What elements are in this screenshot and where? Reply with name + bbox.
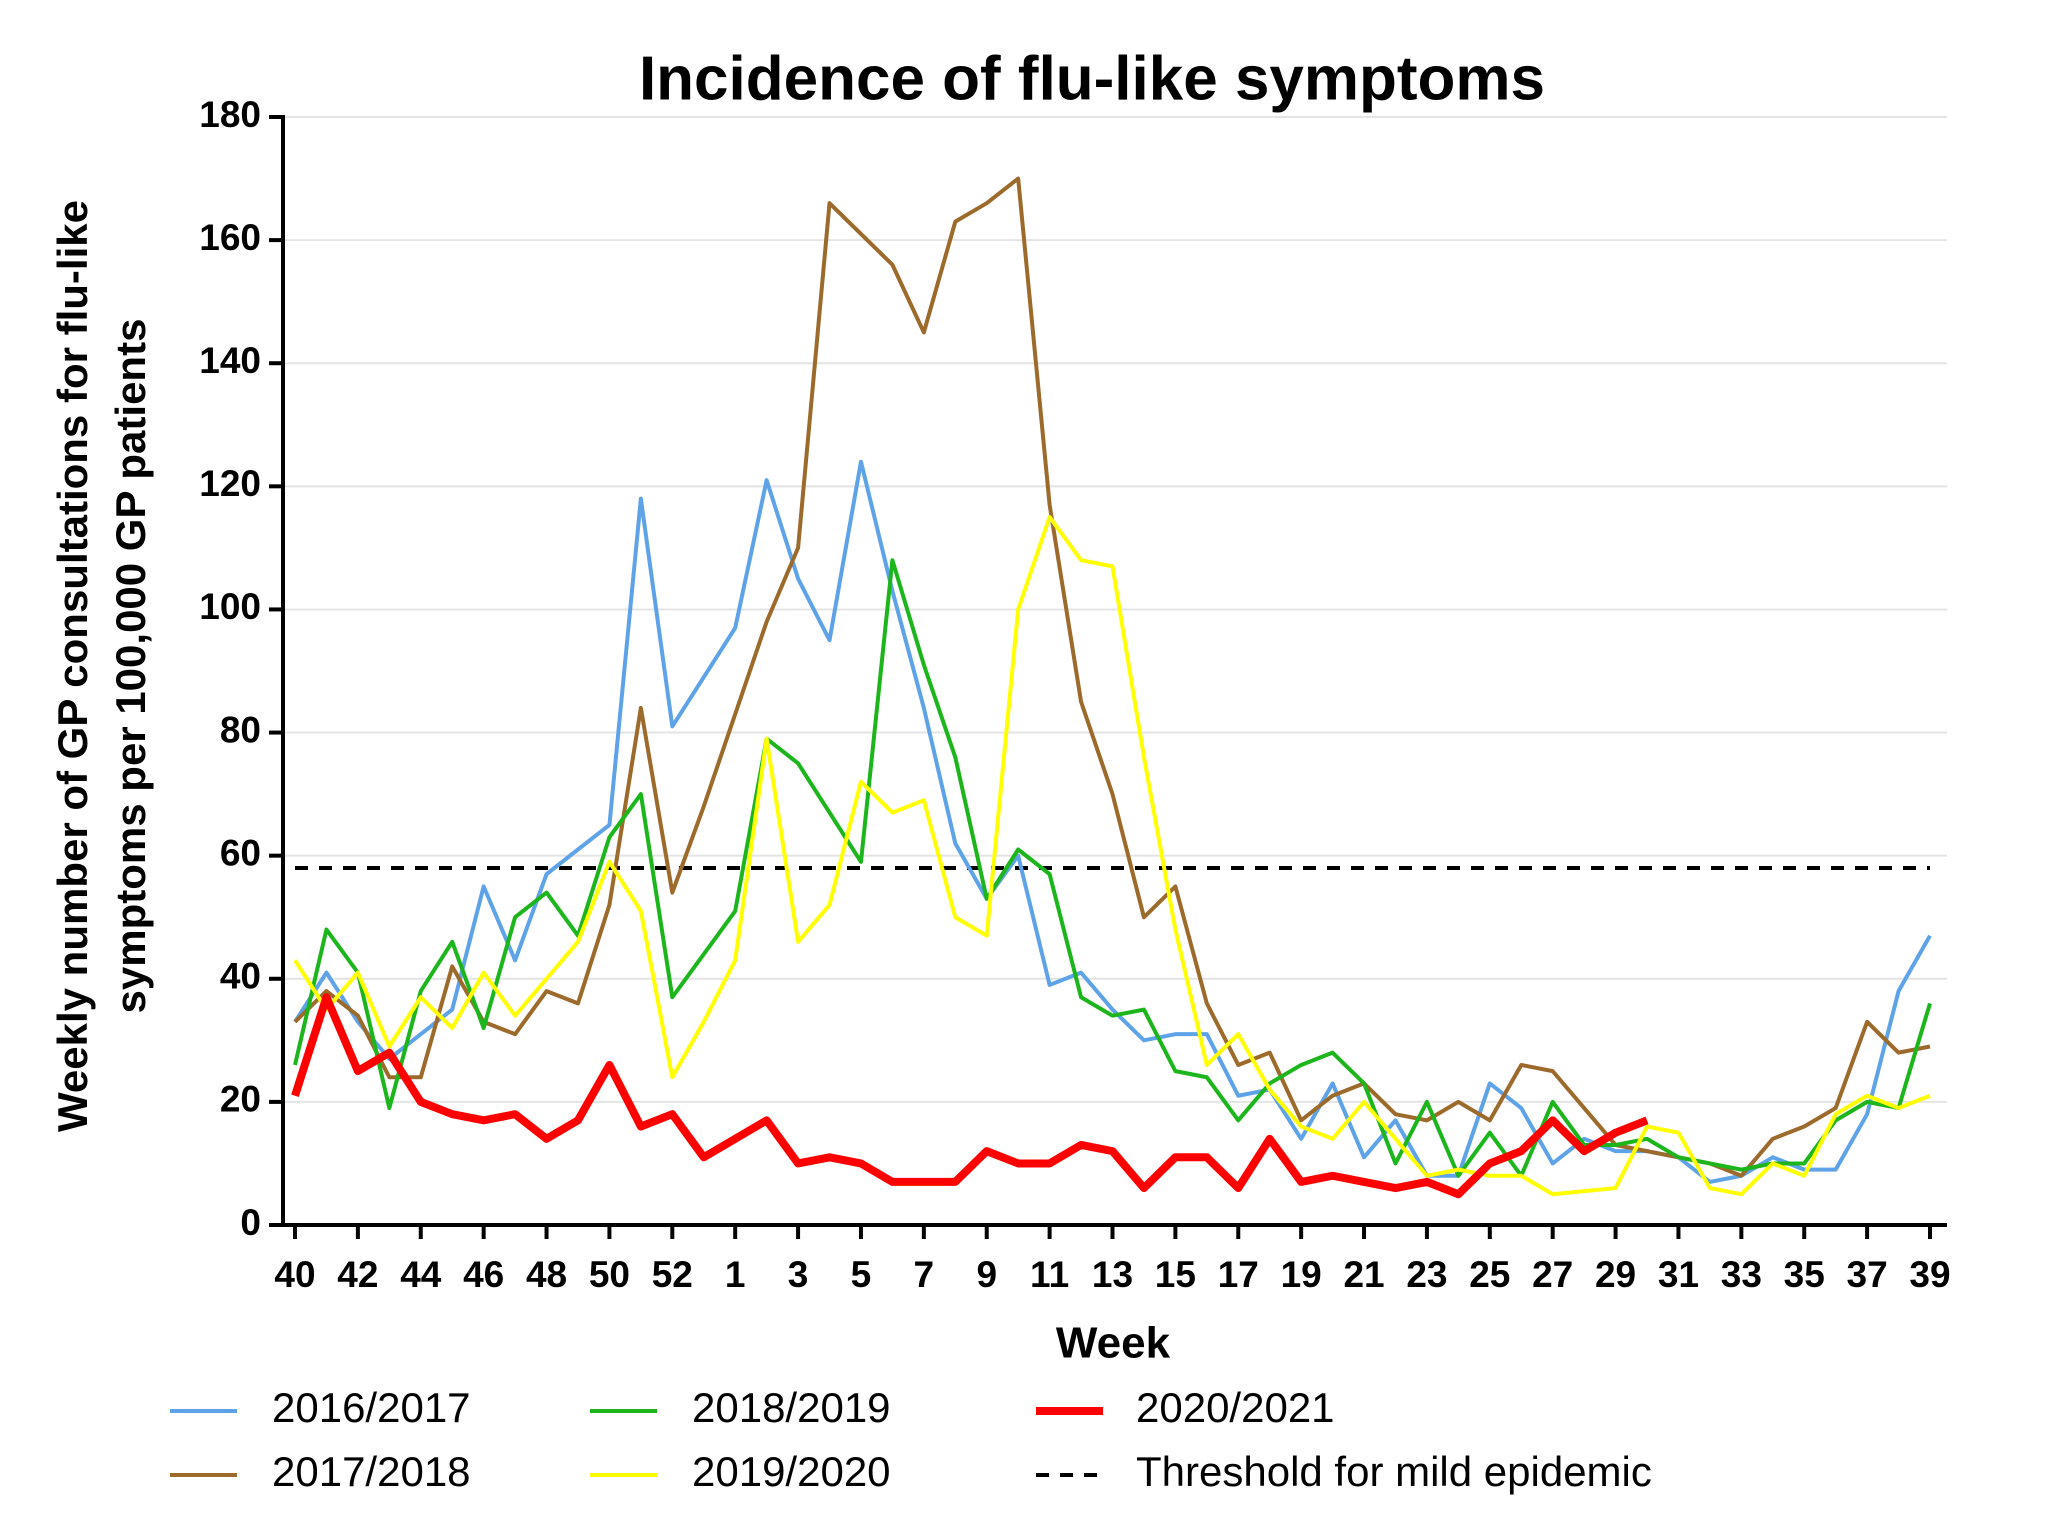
x-tick-label: 42 — [337, 1254, 378, 1295]
y-tick-label: 120 — [199, 463, 261, 504]
x-tick-label: 31 — [1658, 1254, 1699, 1295]
x-tick-label: 33 — [1721, 1254, 1762, 1295]
x-tick-label: 5 — [851, 1254, 872, 1295]
y-tick-label: 140 — [199, 340, 261, 381]
chart-title: Incidence of flu-like symptoms — [639, 44, 1545, 113]
y-tick-label: 160 — [199, 217, 261, 258]
x-tick-label: 11 — [1030, 1254, 1069, 1295]
y-tick-label: 60 — [220, 832, 261, 873]
series-line — [293, 558, 1932, 1178]
x-tick-label: 17 — [1218, 1254, 1259, 1295]
legend-label: Threshold for mild epidemic — [1136, 1448, 1652, 1495]
y-tick-label: 40 — [220, 956, 261, 997]
y-tick-label: 180 — [199, 94, 261, 135]
legend-label: 2020/2021 — [1136, 1384, 1335, 1431]
y-axis-label: symptoms per 100,000 GP patients — [107, 319, 154, 1014]
x-tick-label: 23 — [1406, 1254, 1447, 1295]
x-tick-label: 52 — [652, 1254, 693, 1295]
y-tick-label: 20 — [220, 1079, 261, 1120]
series-line — [291, 993, 1649, 1199]
y-axis-label: Weekly number of GP consultations for fl… — [49, 200, 96, 1132]
x-tick-label: 21 — [1343, 1254, 1384, 1295]
x-tick-label: 9 — [976, 1254, 997, 1295]
x-tick-label: 15 — [1155, 1254, 1196, 1295]
x-tick-label: 25 — [1469, 1254, 1510, 1295]
x-tick-label: 13 — [1092, 1254, 1133, 1295]
series-line — [293, 515, 1931, 1197]
x-tick-label: 29 — [1595, 1254, 1636, 1295]
x-tick-label: 44 — [400, 1254, 442, 1295]
x-tick-label: 40 — [274, 1254, 315, 1295]
x-axis-label: Week — [1056, 1319, 1171, 1368]
legend-label: 2017/2018 — [272, 1448, 471, 1495]
legend-label: 2016/2017 — [272, 1384, 471, 1431]
x-tick-label: 1 — [725, 1254, 746, 1295]
y-tick-label: 80 — [220, 709, 261, 750]
x-tick-label: 50 — [589, 1254, 630, 1295]
legend-label: 2019/2020 — [692, 1448, 891, 1495]
x-tick-label: 27 — [1532, 1254, 1573, 1295]
x-tick-label: 37 — [1847, 1254, 1888, 1295]
y-tick-label: 0 — [240, 1202, 261, 1243]
x-tick-label: 39 — [1909, 1254, 1950, 1295]
series-line — [293, 176, 1931, 1178]
x-tick-label: 7 — [914, 1254, 935, 1295]
x-tick-label: 3 — [788, 1254, 809, 1295]
x-tick-label: 48 — [526, 1254, 567, 1295]
y-tick-label: 100 — [199, 586, 261, 627]
x-tick-label: 19 — [1281, 1254, 1322, 1295]
x-tick-label: 35 — [1784, 1254, 1825, 1295]
x-tick-label: 46 — [463, 1254, 504, 1295]
legend-label: 2018/2019 — [692, 1384, 891, 1431]
